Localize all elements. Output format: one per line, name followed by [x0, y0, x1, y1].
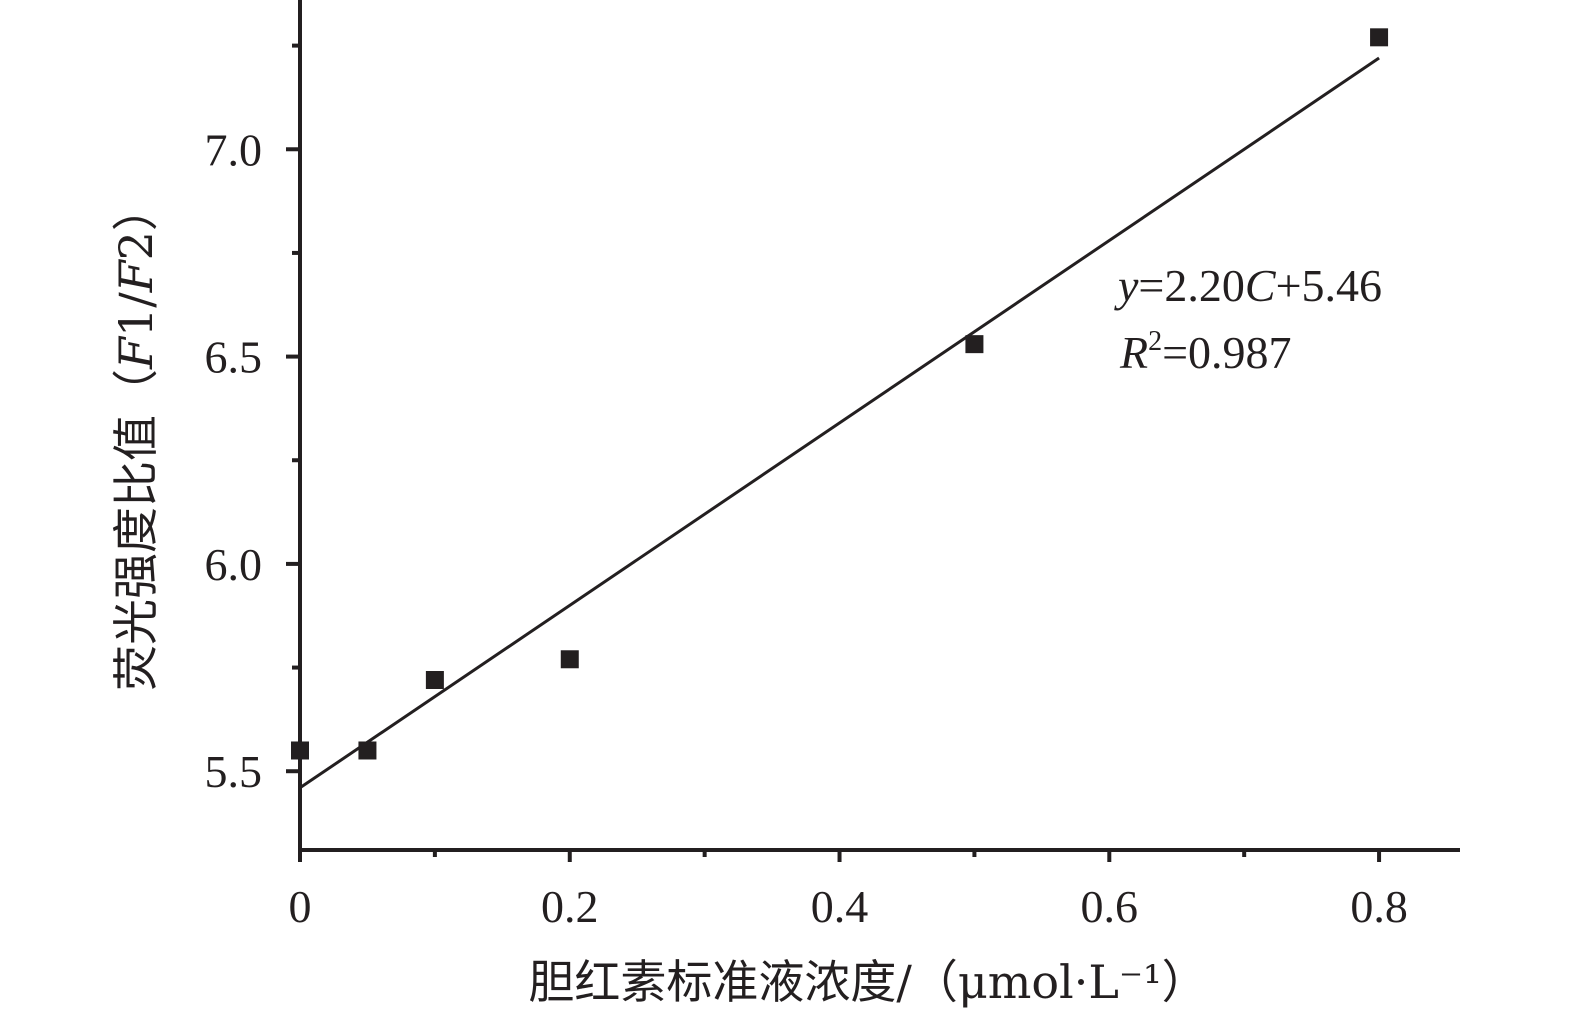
data-point — [1370, 28, 1389, 47]
data-point — [965, 335, 984, 354]
y-axis-title: 荧光强度比值（F1/F2） — [109, 185, 163, 691]
x-tick-label: 0.2 — [541, 881, 599, 932]
fit-line — [299, 56, 1380, 790]
data-point — [560, 650, 579, 669]
y-tick-label: 6.5 — [205, 332, 263, 383]
data-point — [425, 671, 444, 689]
regression-equation: y=2.20C+5.46 — [1114, 260, 1382, 311]
x-axis-title: 胆红素标准液浓度/（μmol·L⁻¹） — [528, 955, 1207, 1009]
y-tick-label: 7.0 — [205, 124, 263, 175]
x-tick-label: 0 — [289, 881, 312, 932]
r-squared-label: R2=0.987 — [1119, 326, 1292, 378]
x-tick-label: 0.4 — [811, 881, 869, 932]
y-tick-label: 6.0 — [205, 539, 263, 590]
data-point — [358, 741, 377, 760]
data-point — [291, 741, 309, 760]
y-tick-label: 5.5 — [205, 746, 263, 797]
x-tick-label: 0.6 — [1081, 881, 1139, 932]
x-tick-label: 0.8 — [1350, 881, 1408, 932]
